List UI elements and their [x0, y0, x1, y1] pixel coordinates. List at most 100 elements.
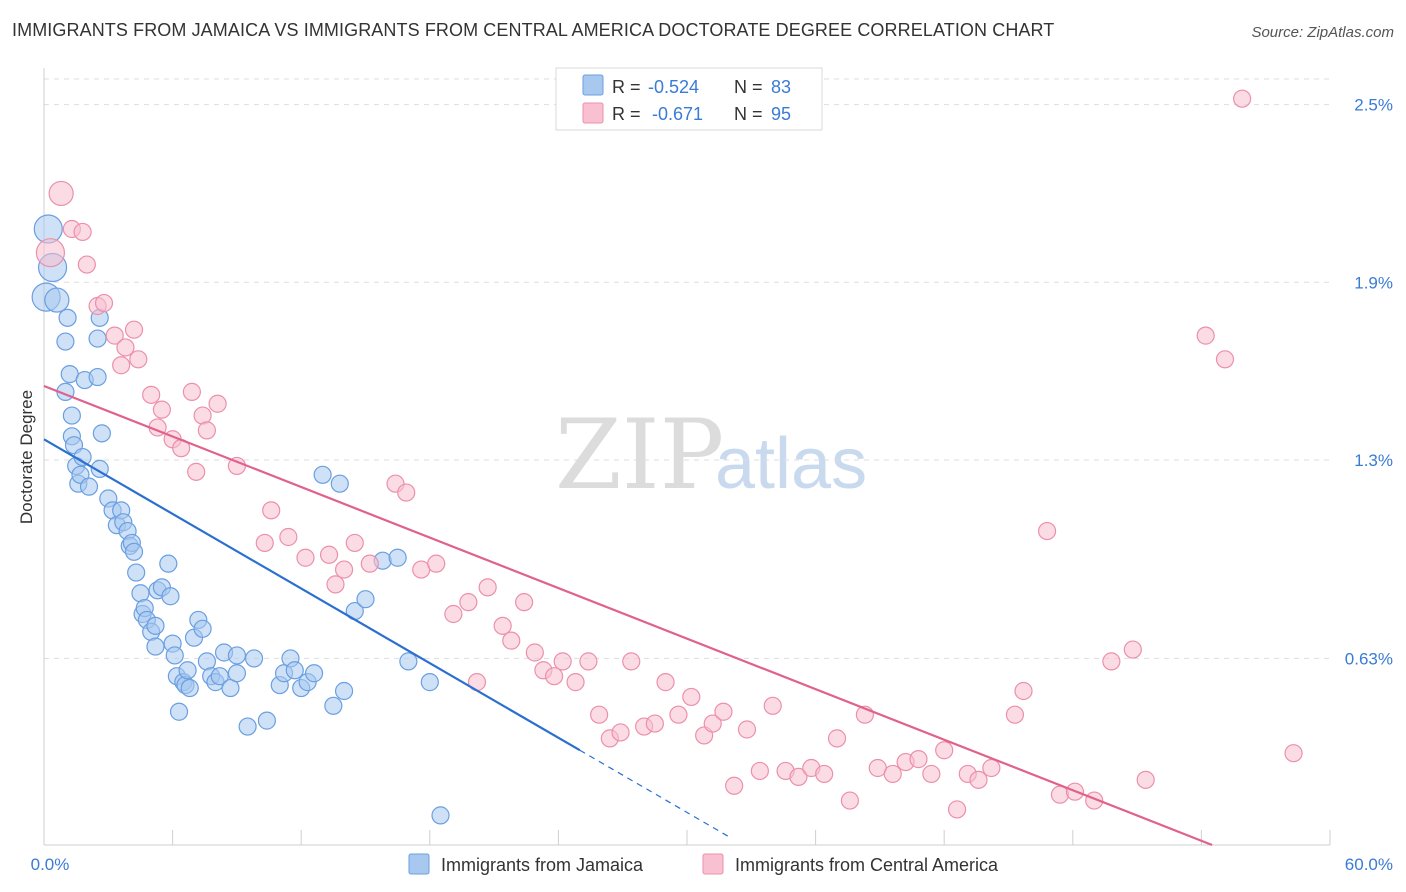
central-america-point-57 — [682, 687, 701, 707]
jamaica-point-61 — [227, 646, 246, 665]
central-america-point-47 — [566, 673, 585, 692]
central-america-point-8 — [112, 356, 131, 375]
source-credit: Source: ZipAtlas.com — [1251, 24, 1394, 41]
central-america-point-93 — [1233, 89, 1252, 108]
jamaica-point-8 — [62, 406, 81, 425]
jamaica-point-62 — [238, 717, 257, 736]
trendline-central-america — [43, 384, 1213, 847]
jamaica-point-82 — [431, 806, 450, 825]
central-america-point-90 — [1136, 770, 1155, 789]
central-america-point-56 — [669, 705, 688, 724]
stats-n-label-central-america: N = — [734, 104, 763, 124]
jamaica-point-81 — [420, 673, 439, 692]
x-tick-label-min: 0.0% — [31, 855, 70, 874]
jamaica-point-75 — [334, 681, 354, 701]
y-axis-label: Doctorate Degree — [17, 390, 36, 524]
stats-box: R = -0.524 N = 83 R = -0.671 N = 95 — [555, 67, 823, 131]
legend-label-jamaica: Immigrants from Jamaica — [441, 855, 644, 875]
central-america-point-82 — [1005, 705, 1025, 724]
central-america-point-64 — [763, 696, 782, 715]
central-america-point-12 — [142, 385, 161, 404]
central-america-point-81 — [982, 758, 1001, 778]
central-america-point-52 — [622, 652, 641, 671]
central-america-point-30 — [345, 533, 364, 553]
central-america-point-7 — [105, 326, 124, 345]
watermark-zip: ZIP — [555, 399, 724, 511]
y-tick-label-1: 1.3% — [1354, 451, 1393, 470]
central-america-point-41 — [502, 631, 521, 650]
central-america-point-14 — [152, 400, 171, 419]
central-america-point-77 — [935, 741, 954, 760]
central-america-point-70 — [840, 791, 859, 810]
central-america-point-31 — [360, 554, 379, 573]
legend-swatch-jamaica — [408, 853, 430, 875]
central-america-point-27 — [319, 545, 339, 564]
central-america-point-73 — [883, 764, 902, 784]
y-tick-label-3: 2.5% — [1354, 96, 1393, 115]
jamaica-point-44 — [165, 646, 184, 665]
watermark-atlas: atlas — [715, 424, 867, 504]
central-america-point-89 — [1123, 640, 1142, 659]
x-axis-ticks — [43, 830, 1331, 845]
central-america-point-29 — [334, 560, 354, 579]
central-america-point-78 — [947, 800, 967, 819]
stats-r-central-america: -0.671 — [652, 104, 703, 124]
stats-swatch-central-america — [582, 102, 604, 124]
central-america-point-46 — [553, 652, 572, 671]
central-america-point-40 — [493, 616, 512, 635]
jamaica-point-74 — [330, 474, 349, 493]
jamaica-points — [31, 214, 450, 825]
central-america-point-28 — [326, 575, 345, 594]
x-tick-label-max: 60.0% — [1345, 855, 1393, 874]
central-america-point-75 — [909, 750, 928, 769]
central-america-point-59 — [703, 714, 722, 733]
jamaica-point-37 — [146, 616, 165, 635]
central-america-point-1 — [48, 180, 74, 207]
central-america-point-54 — [645, 714, 664, 733]
trendline-jamaica-extension — [579, 749, 731, 838]
stats-swatch-jamaica — [582, 74, 604, 96]
jamaica-point-17 — [88, 329, 107, 348]
gridlines — [44, 78, 1330, 659]
central-america-point-62 — [737, 720, 757, 739]
stats-n-jamaica: 83 — [771, 77, 791, 97]
central-america-point-36 — [444, 604, 463, 624]
jamaica-point-77 — [356, 590, 375, 609]
legend-label-central-america: Immigrants from Central America — [735, 855, 999, 875]
central-america-point-9 — [116, 338, 135, 357]
central-america-point-76 — [922, 764, 941, 784]
central-america-point-80 — [969, 770, 988, 789]
jamaica-point-16 — [79, 477, 99, 496]
jamaica-point-79 — [388, 548, 407, 567]
central-america-point-69 — [827, 729, 847, 748]
central-america-point-49 — [590, 705, 609, 724]
jamaica-point-53 — [193, 619, 212, 638]
jamaica-point-71 — [304, 664, 324, 683]
central-america-points — [35, 89, 1303, 819]
central-america-point-4 — [77, 255, 96, 274]
jamaica-point-30 — [124, 542, 144, 561]
y-tick-label-0: 0.63% — [1345, 649, 1393, 668]
central-america-point-0 — [35, 238, 66, 268]
jamaica-point-60 — [227, 664, 246, 683]
jamaica-point-4 — [56, 332, 75, 351]
stats-r-jamaica: -0.524 — [648, 77, 699, 97]
central-america-point-88 — [1102, 652, 1121, 671]
central-america-point-17 — [182, 382, 201, 401]
central-america-point-21 — [208, 394, 227, 413]
central-america-point-66 — [789, 767, 808, 786]
central-america-point-61 — [725, 776, 744, 795]
trend-lines — [43, 384, 1213, 847]
jamaica-point-41 — [159, 554, 178, 573]
trendline-jamaica — [43, 438, 581, 752]
jamaica-point-38 — [146, 637, 165, 656]
jamaica-point-68 — [285, 661, 304, 680]
central-america-point-25 — [279, 527, 298, 547]
central-america-point-51 — [611, 723, 630, 742]
central-america-point-24 — [262, 501, 281, 520]
jamaica-point-42 — [161, 587, 180, 606]
stats-n-central-america: 95 — [771, 104, 791, 124]
stats-r-label-jamaica: R = — [612, 77, 641, 97]
jamaica-point-18 — [88, 367, 107, 387]
